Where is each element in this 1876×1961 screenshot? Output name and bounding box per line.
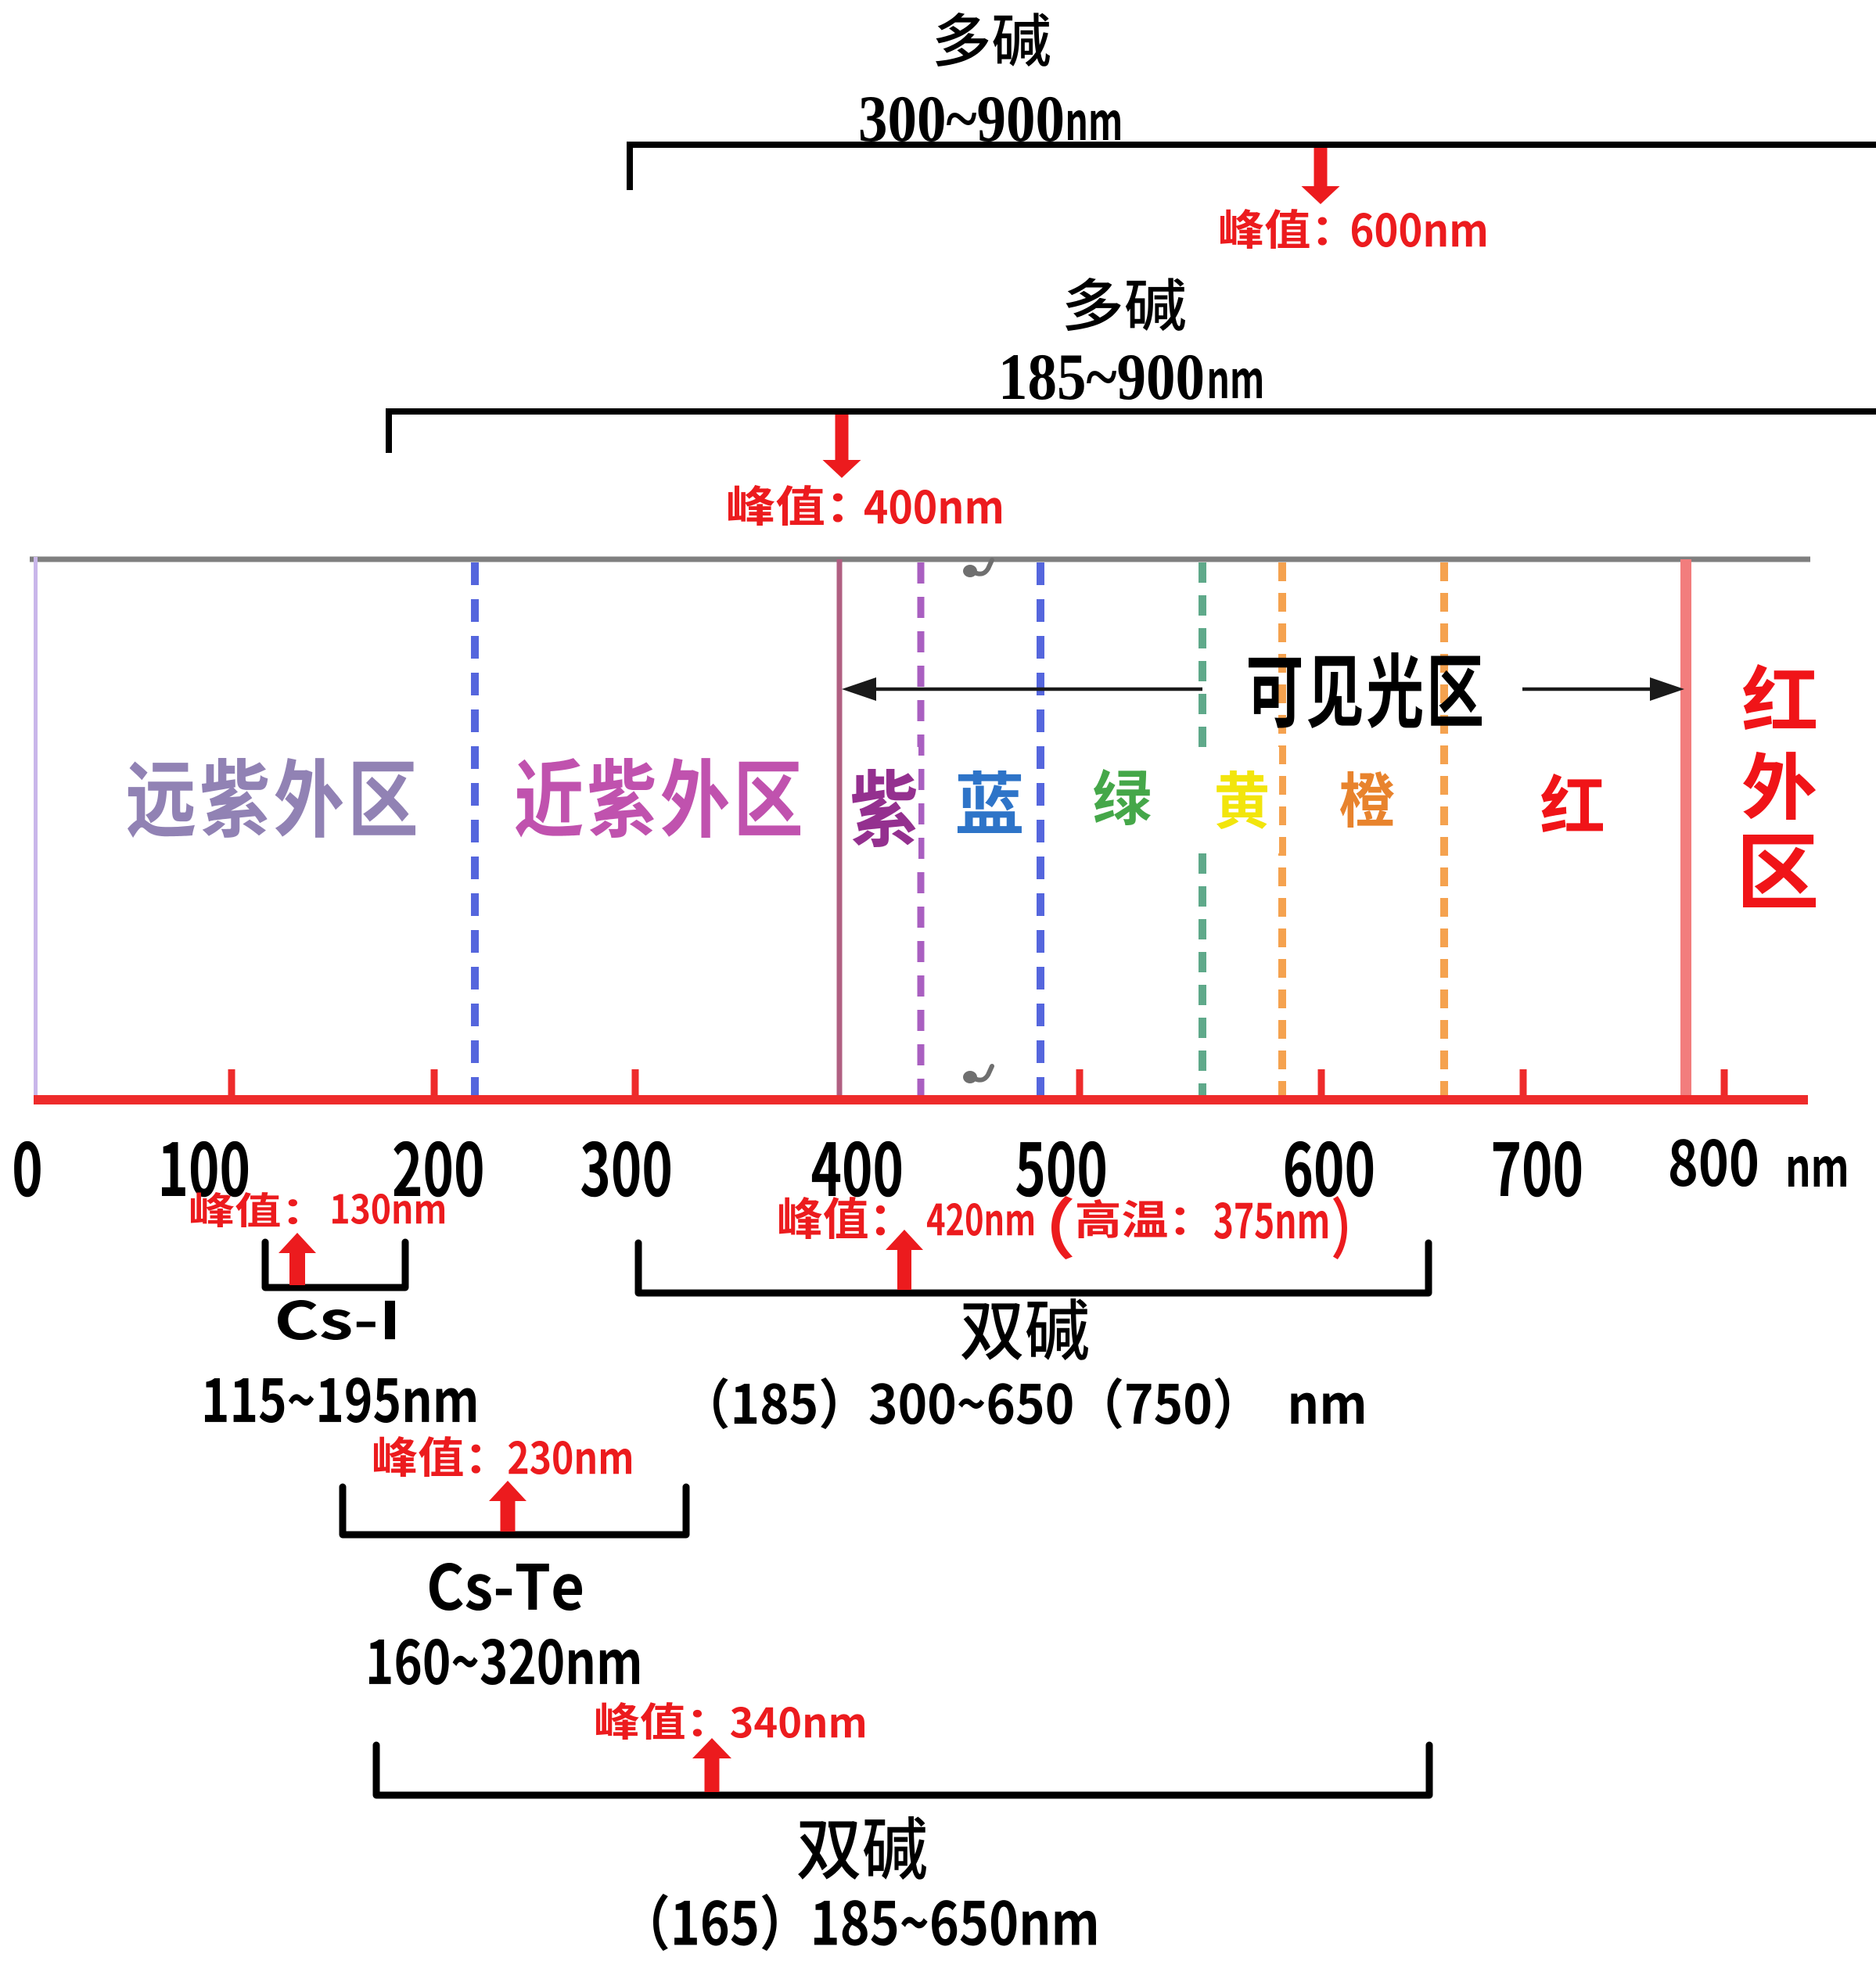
svg-text:185~900: 185~900 (998, 340, 1205, 414)
